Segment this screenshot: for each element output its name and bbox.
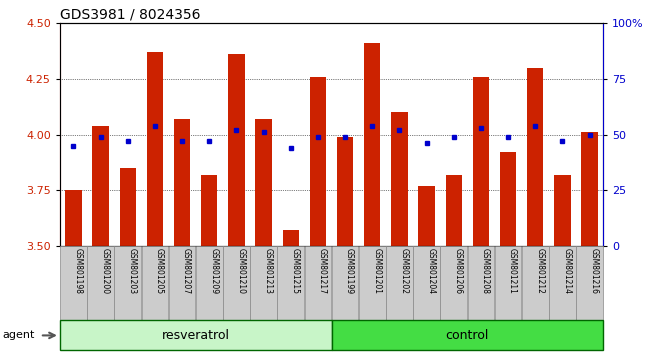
Bar (174, 119, 190, 246)
Bar (147, 52, 163, 246)
Bar (391, 112, 408, 246)
FancyBboxPatch shape (332, 320, 603, 350)
Bar (554, 175, 571, 246)
Bar (364, 43, 380, 246)
Bar (473, 76, 489, 246)
Text: GSM801207: GSM801207 (182, 248, 191, 295)
Bar (228, 54, 244, 246)
FancyBboxPatch shape (60, 320, 332, 350)
FancyBboxPatch shape (495, 246, 521, 320)
Bar (337, 137, 353, 246)
Text: control: control (446, 329, 489, 342)
FancyBboxPatch shape (305, 246, 332, 320)
Text: GSM801216: GSM801216 (590, 248, 599, 294)
FancyBboxPatch shape (60, 246, 86, 320)
Text: GSM801211: GSM801211 (508, 248, 517, 294)
FancyBboxPatch shape (522, 246, 549, 320)
FancyBboxPatch shape (386, 246, 413, 320)
Text: GSM801209: GSM801209 (209, 248, 218, 295)
FancyBboxPatch shape (196, 246, 222, 320)
FancyBboxPatch shape (87, 246, 114, 320)
FancyBboxPatch shape (332, 246, 358, 320)
Bar (120, 168, 136, 246)
Bar (283, 230, 299, 246)
Bar (527, 68, 543, 246)
Text: GSM801202: GSM801202 (400, 248, 408, 294)
FancyBboxPatch shape (114, 246, 141, 320)
Bar (582, 132, 598, 246)
Text: agent: agent (2, 330, 34, 341)
Text: GSM801215: GSM801215 (291, 248, 300, 294)
Bar (310, 76, 326, 246)
Bar (201, 175, 217, 246)
Text: GSM801199: GSM801199 (345, 248, 354, 295)
Text: resveratrol: resveratrol (162, 329, 229, 342)
Text: GDS3981 / 8024356: GDS3981 / 8024356 (60, 8, 200, 22)
FancyBboxPatch shape (467, 246, 494, 320)
Bar (500, 152, 516, 246)
Text: GSM801198: GSM801198 (73, 248, 83, 294)
Text: GSM801214: GSM801214 (562, 248, 571, 294)
Text: GSM801206: GSM801206 (454, 248, 463, 295)
FancyBboxPatch shape (413, 246, 440, 320)
FancyBboxPatch shape (549, 246, 576, 320)
Text: GSM801203: GSM801203 (128, 248, 136, 295)
FancyBboxPatch shape (577, 246, 603, 320)
Text: GSM801213: GSM801213 (264, 248, 272, 294)
Bar (419, 186, 435, 246)
Text: GSM801210: GSM801210 (237, 248, 246, 294)
Text: GSM801208: GSM801208 (481, 248, 490, 294)
Bar (255, 119, 272, 246)
Text: GSM801200: GSM801200 (101, 248, 110, 295)
FancyBboxPatch shape (169, 246, 196, 320)
FancyBboxPatch shape (250, 246, 277, 320)
FancyBboxPatch shape (278, 246, 304, 320)
FancyBboxPatch shape (223, 246, 250, 320)
Text: GSM801204: GSM801204 (426, 248, 436, 295)
FancyBboxPatch shape (359, 246, 385, 320)
Text: GSM801201: GSM801201 (372, 248, 382, 294)
Text: GSM801217: GSM801217 (318, 248, 327, 294)
FancyBboxPatch shape (142, 246, 168, 320)
FancyBboxPatch shape (441, 246, 467, 320)
Bar (92, 126, 109, 246)
Text: GSM801212: GSM801212 (536, 248, 544, 294)
Bar (65, 190, 81, 246)
Text: GSM801205: GSM801205 (155, 248, 164, 295)
Bar (446, 175, 462, 246)
